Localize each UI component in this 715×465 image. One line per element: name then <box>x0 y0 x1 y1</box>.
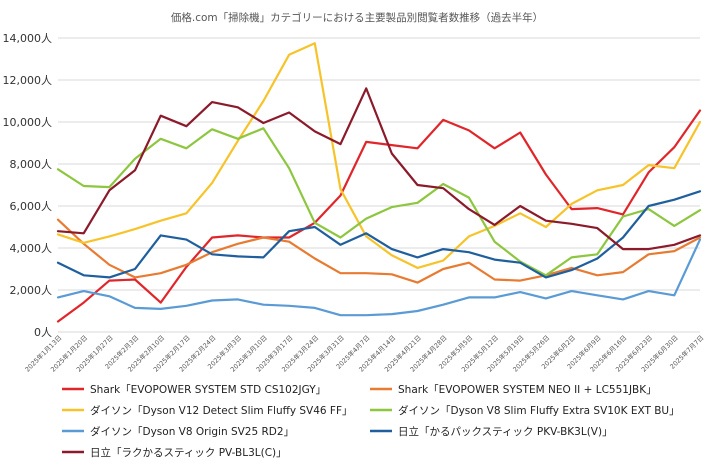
series-line-2 <box>56 42 702 269</box>
y-axis-ticks: 0人 2,000人 4,000人 6,000人 8,000人 10,000人 12,000人… <box>3 32 53 339</box>
series-line-6 <box>56 87 702 251</box>
y-tick-label: 8,000人 <box>10 158 53 171</box>
y-tick-label: 10,000人 <box>3 116 53 129</box>
legend-label-1: Shark「EVOPOWER SYSTEM NEO II + LC551JBK」 <box>398 384 657 396</box>
y-tick-label: 2,000人 <box>10 284 53 297</box>
legend-label-0: Shark「EVOPOWER SYSTEM STD CS102JGY」 <box>90 384 326 396</box>
series-line-1 <box>56 218 702 284</box>
legend-label-4: ダイソン「Dyson V8 Origin SV25 RD2」 <box>90 425 294 438</box>
legend-label-5: 日立「かるパックスティック PKV-BK3L(V)」 <box>398 425 613 438</box>
chart-title: 価格.com「掃除機」カテゴリーにおける主要製品別閲覧者数推移（過去半年） <box>171 11 543 24</box>
series-line-5 <box>56 190 702 279</box>
legend-label-6: 日立「ラクかるスティック PV-BL3L(C)」 <box>90 446 287 459</box>
legend-label-2: ダイソン「Dyson V12 Detect Slim Fluffy SV46 F… <box>90 404 353 417</box>
legend: Shark「EVOPOWER SYSTEM STD CS102JGY」 Shark… <box>62 384 680 459</box>
y-tick-label: 14,000人 <box>3 32 53 45</box>
series-line-3 <box>56 127 702 277</box>
gridlines <box>58 37 700 333</box>
series-line-4 <box>56 238 702 317</box>
series-line-0 <box>56 109 702 323</box>
y-tick-label: 0人 <box>34 326 52 339</box>
legend-label-3: ダイソン「Dyson V8 Slim Fluffy Extra SV10K EX… <box>398 404 680 417</box>
y-tick-label: 4,000人 <box>10 242 53 255</box>
x-axis-ticks: 2025年1月13日2025年1月20日2025年1月27日2025年2月3日2… <box>23 333 706 374</box>
y-tick-label: 6,000人 <box>10 200 53 213</box>
y-tick-label: 12,000人 <box>3 74 53 87</box>
series-lines <box>56 42 702 323</box>
